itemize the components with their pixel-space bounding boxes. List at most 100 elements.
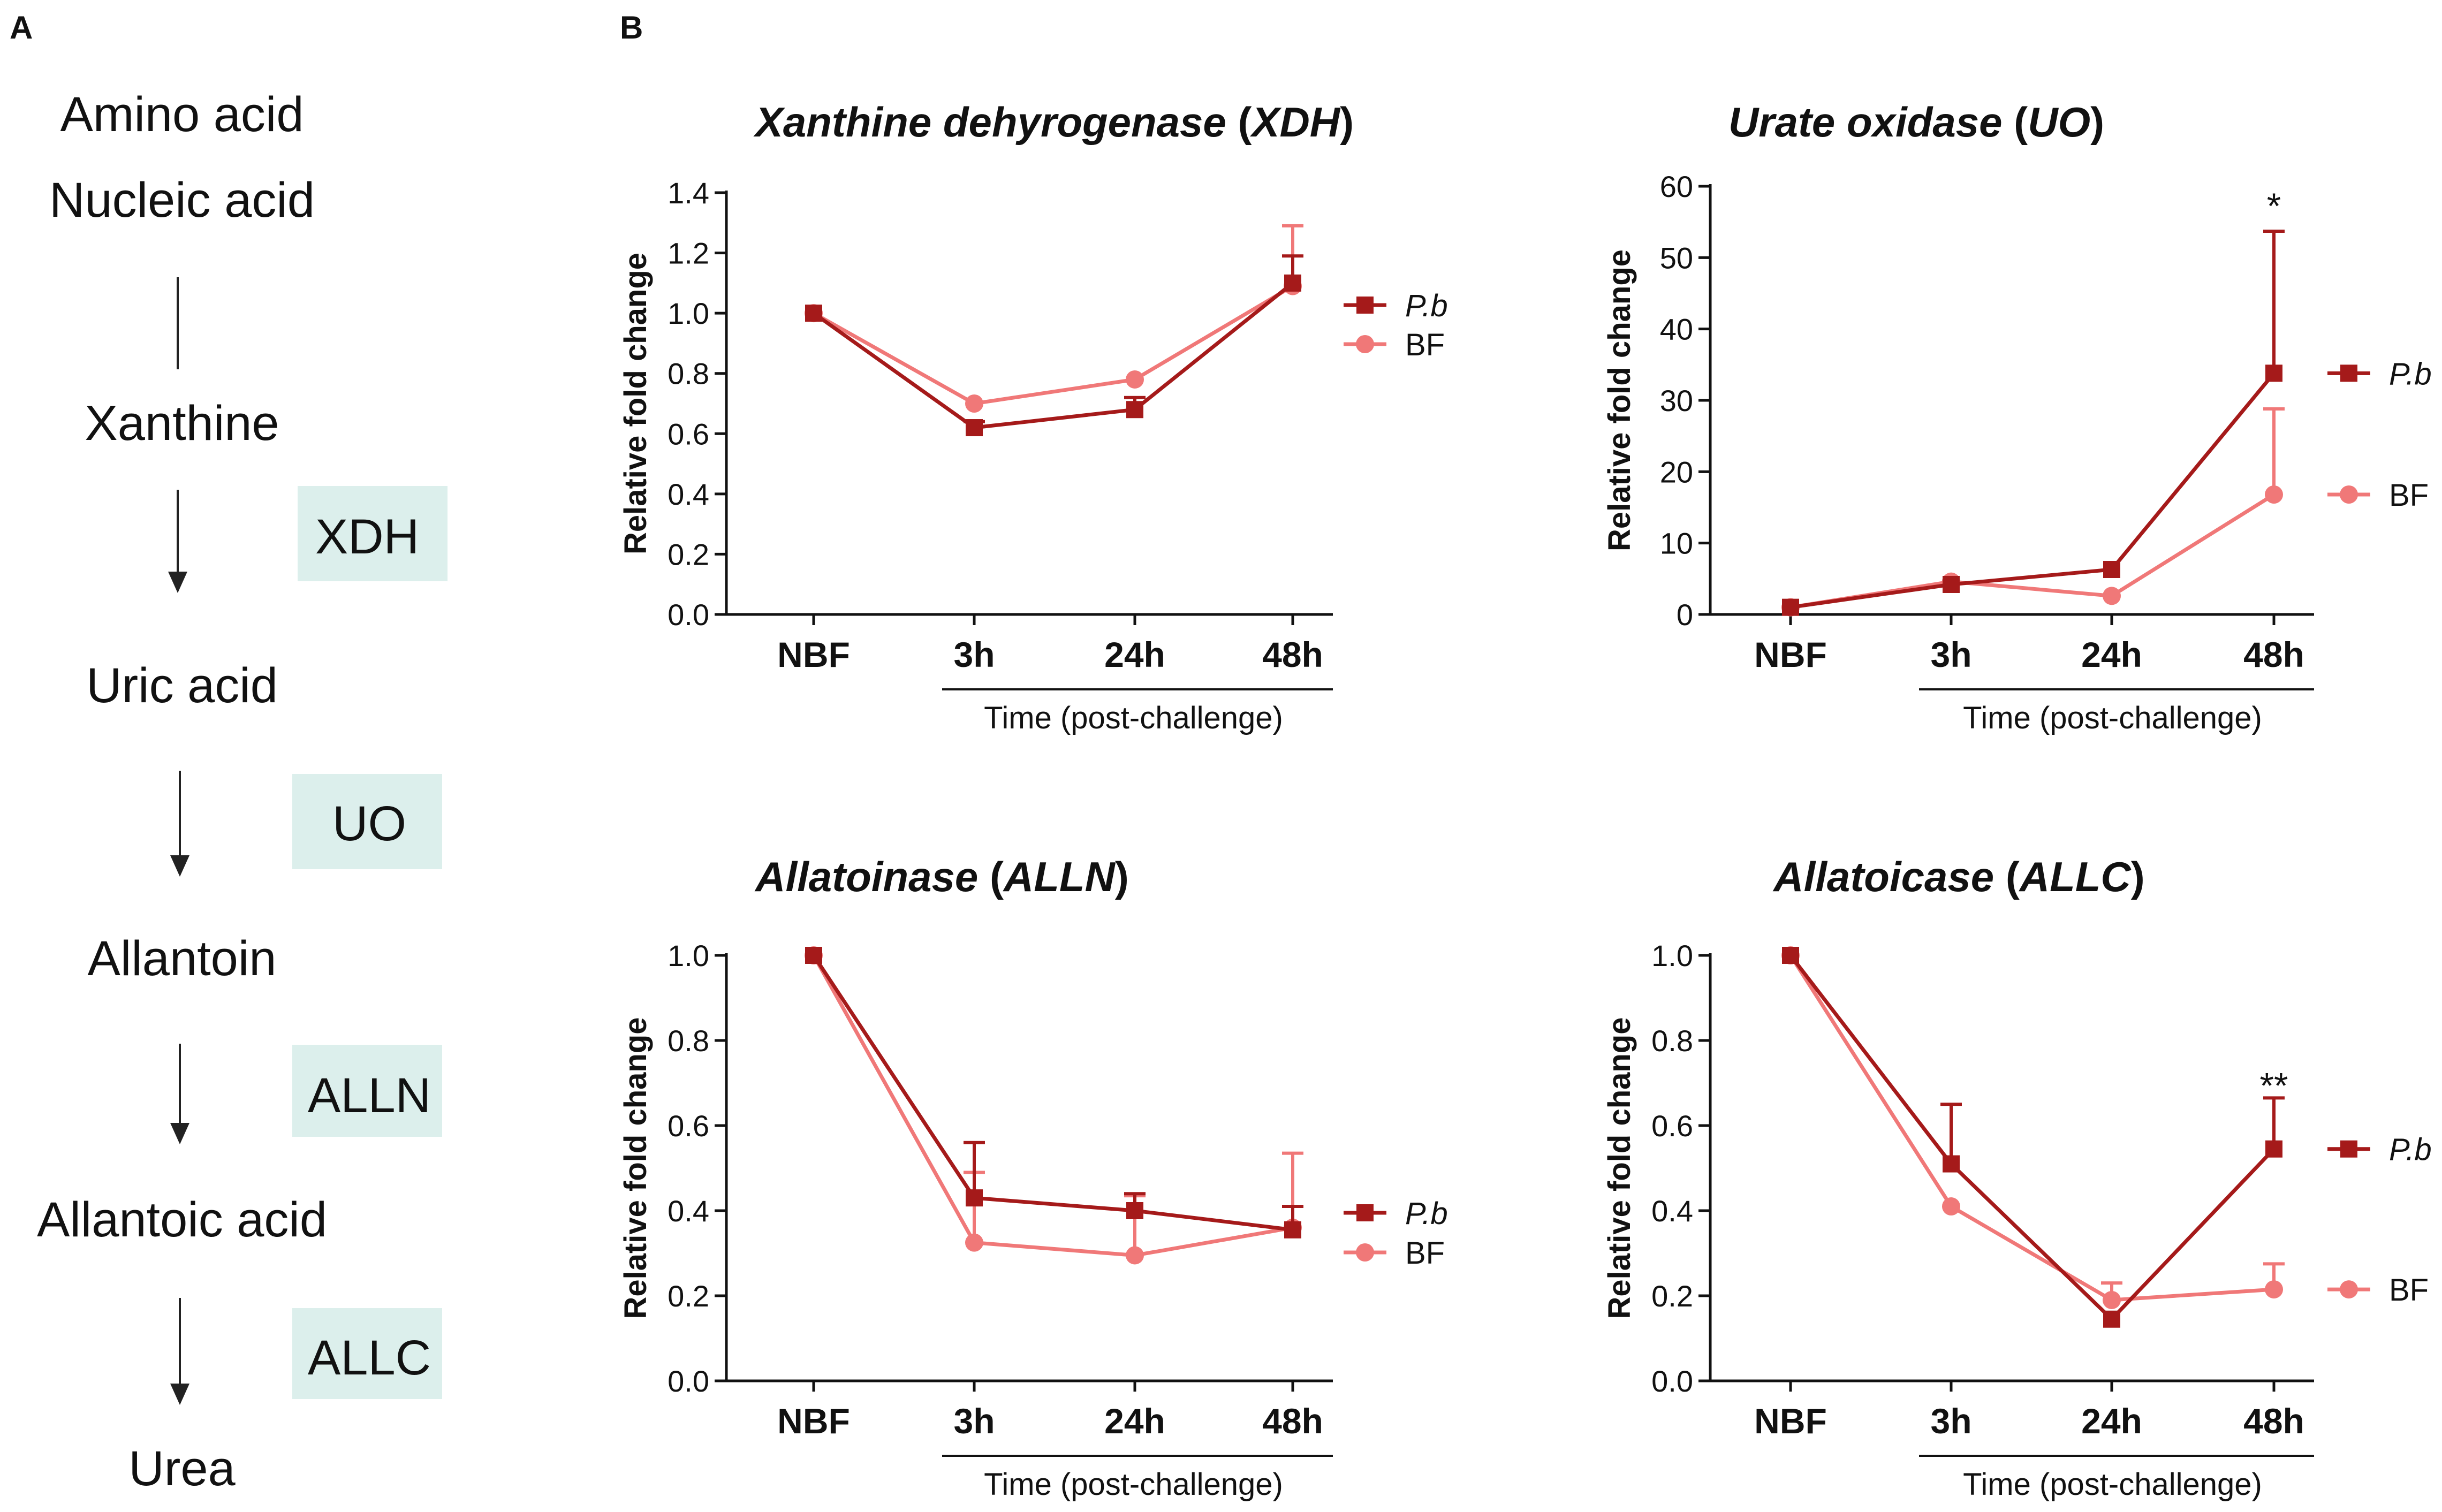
data-point-pb xyxy=(1782,598,1799,616)
chart-title-paren-close: ) xyxy=(2131,853,2145,900)
legend-marker xyxy=(2340,364,2357,382)
arrow-down-icon xyxy=(170,1123,189,1144)
y-tick-label: 0 xyxy=(1677,598,1693,632)
data-point-pb xyxy=(1126,401,1143,419)
y-tick-label: 0.4 xyxy=(668,1194,709,1228)
data-point-bf xyxy=(1942,1197,1960,1216)
arrow-down-icon xyxy=(170,855,189,877)
data-point-pb xyxy=(1943,576,1960,593)
x-tick-label: 48h xyxy=(1262,1401,1323,1441)
legend-label: BF xyxy=(2389,478,2429,513)
x-tick-label: 24h xyxy=(2081,635,2142,674)
chart-title: Allatoicase (ALLC) xyxy=(1772,853,2144,900)
panel-b-charts: Xanthine dehyrogenase (XDH)0.00.20.40.60… xyxy=(618,98,2432,1502)
data-point-pb xyxy=(2265,1140,2282,1158)
significance-marker: * xyxy=(2267,186,2281,226)
y-tick-label: 0.4 xyxy=(668,477,709,511)
legend-label: BF xyxy=(2389,1273,2429,1308)
legend-label: P.b xyxy=(2389,356,2432,391)
y-tick-label: 0.2 xyxy=(1651,1279,1693,1313)
data-point-bf xyxy=(965,1233,983,1252)
enzyme-label-alln: ALLN xyxy=(308,1068,431,1123)
y-tick-label: 50 xyxy=(1660,241,1693,275)
panel-a: A Amino acid Nucleic acid Xanthine XDH U… xyxy=(10,10,448,1496)
x-tick-label: 3h xyxy=(1930,1401,1971,1441)
pathway-step-urea: Urea xyxy=(128,1441,236,1496)
x-tick-label: 48h xyxy=(2243,1401,2304,1441)
legend-label: P.b xyxy=(1405,1196,1448,1231)
data-point-pb xyxy=(2265,364,2282,382)
data-point-pb xyxy=(805,947,822,964)
legend-marker xyxy=(1356,335,1374,353)
y-tick-label: 60 xyxy=(1660,170,1693,203)
data-point-bf xyxy=(965,394,983,413)
x-axis-label: Time (post-challenge) xyxy=(1963,701,2262,735)
chart-allc: Allatoicase (ALLC) 0.0 0.2 0.4 0.6 0.8 1.0 Rela… xyxy=(1602,853,2432,1502)
y-tick-label: 0.4 xyxy=(1651,1194,1693,1228)
series-line-pb xyxy=(1789,954,2276,1322)
y-tick-label: 0.8 xyxy=(668,1024,709,1058)
chart-title-paren-close: ) xyxy=(1340,98,1354,146)
y-tick-label: 0.6 xyxy=(668,1109,709,1143)
x-tick-label: NBF xyxy=(1754,1401,1827,1441)
legend-marker xyxy=(2340,1140,2357,1158)
legend-label: BF xyxy=(1405,328,1445,362)
chart-title-paren-close: ) xyxy=(1115,853,1129,900)
chart-title-abbrev: XDH xyxy=(1249,98,1340,146)
legend-marker xyxy=(2340,485,2358,504)
y-tick-label: 1.0 xyxy=(668,939,709,972)
enzyme-box-uo xyxy=(292,774,442,869)
x-axis-label: Time (post-challenge) xyxy=(1963,1467,2262,1502)
data-point-bf xyxy=(1126,1246,1144,1265)
data-point-pb xyxy=(1943,1155,1960,1173)
y-tick-label: 0.6 xyxy=(668,417,709,451)
chart-title-name: Allatoinase xyxy=(754,853,990,900)
panel-a-label: A xyxy=(10,10,33,45)
chart-uo: Urate oxidase (UO) 0 10 20 30 40 50 60 Relative … xyxy=(1602,98,2432,735)
x-axis-label: Time (post-challenge) xyxy=(984,1467,1283,1502)
chart-title: Xanthine dehyrogenase (XDH) xyxy=(753,98,1354,146)
data-point-pb xyxy=(1284,1221,1301,1239)
chart-xdh: Xanthine dehyrogenase (XDH) 0.0 0.2 0.4 0.6 0… xyxy=(618,98,1448,735)
x-tick-label: NBF xyxy=(1754,635,1827,674)
series-line-pb xyxy=(812,282,1294,430)
chart-title-name: Urate oxidase xyxy=(1728,98,2014,146)
data-point-bf xyxy=(2265,485,2283,504)
series-line-pb xyxy=(1790,372,2276,610)
y-tick-label: 0.0 xyxy=(1651,1364,1693,1398)
legend-marker xyxy=(2340,1280,2358,1299)
y-axis-label: Relative fold change xyxy=(618,1017,653,1319)
chart-title: Allatoinase (ALLN) xyxy=(754,853,1129,900)
y-tick-label: 0.2 xyxy=(668,1279,709,1313)
chart-title-paren-open: ( xyxy=(2014,98,2028,146)
y-tick-label: 40 xyxy=(1660,313,1693,346)
data-point-bf xyxy=(2103,587,2121,605)
data-point-pb xyxy=(1284,274,1301,292)
series-line-bf xyxy=(1789,954,2274,1302)
data-point-bf xyxy=(1126,370,1144,389)
x-tick-label: 24h xyxy=(2081,1401,2142,1441)
data-point-pb xyxy=(805,305,822,322)
x-tick-label: NBF xyxy=(777,1401,850,1441)
chart-alln: Allatoinase (ALLN) 0.0 0.2 0.4 0.6 0.8 1.0 Rela… xyxy=(618,853,1448,1502)
series-line-pb xyxy=(812,954,1293,1232)
chart-title-name: Xanthine dehyrogenase xyxy=(753,98,1238,146)
data-point-pb xyxy=(2103,561,2120,578)
y-tick-label: 0.0 xyxy=(668,1364,709,1398)
y-tick-label: 0.8 xyxy=(668,357,709,391)
x-tick-label: 3h xyxy=(953,1401,995,1441)
chart-title-paren-open: ( xyxy=(1238,98,1252,146)
x-tick-label: 48h xyxy=(2243,635,2304,674)
chart-title-abbrev: ALLN xyxy=(1003,853,1116,900)
panel-b-label: B xyxy=(620,10,643,45)
chart-title-paren-close: ) xyxy=(2090,98,2104,146)
legend-label: BF xyxy=(1405,1236,1445,1271)
pathway-step-allantoic-acid: Allantoic acid xyxy=(37,1192,327,1247)
chart-title-name: Allatoicase xyxy=(1772,853,2006,900)
arrow-down-icon xyxy=(170,1384,189,1405)
y-tick-label: 20 xyxy=(1660,455,1693,489)
y-tick-label: 0.0 xyxy=(668,598,709,632)
chart-title-paren-open: ( xyxy=(2006,853,2020,900)
enzyme-label-uo: UO xyxy=(332,796,406,851)
